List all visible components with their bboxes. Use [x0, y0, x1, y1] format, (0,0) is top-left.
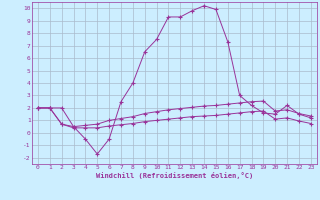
X-axis label: Windchill (Refroidissement éolien,°C): Windchill (Refroidissement éolien,°C) — [96, 172, 253, 179]
